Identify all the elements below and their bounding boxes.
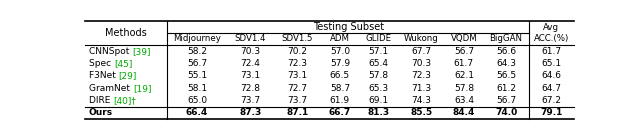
Text: 74.3: 74.3 bbox=[411, 96, 431, 105]
Text: BigGAN: BigGAN bbox=[490, 34, 522, 44]
Text: [19]: [19] bbox=[133, 84, 151, 93]
Text: 81.3: 81.3 bbox=[367, 108, 390, 117]
Text: 67.2: 67.2 bbox=[541, 96, 561, 105]
Text: 58.2: 58.2 bbox=[187, 47, 207, 56]
Text: 61.2: 61.2 bbox=[496, 84, 516, 93]
Text: GLIDE: GLIDE bbox=[365, 34, 392, 44]
Text: 87.1: 87.1 bbox=[286, 108, 308, 117]
Text: Avg
ACC.(%): Avg ACC.(%) bbox=[534, 23, 569, 43]
Text: 56.7: 56.7 bbox=[454, 47, 474, 56]
Text: 72.4: 72.4 bbox=[240, 59, 260, 68]
Text: 70.2: 70.2 bbox=[287, 47, 307, 56]
Text: ADM: ADM bbox=[330, 34, 350, 44]
Text: 73.7: 73.7 bbox=[287, 96, 307, 105]
Text: 73.1: 73.1 bbox=[240, 71, 260, 80]
Text: [45]: [45] bbox=[114, 59, 132, 68]
Text: 62.1: 62.1 bbox=[454, 71, 474, 80]
Text: 72.3: 72.3 bbox=[411, 71, 431, 80]
Text: F3Net: F3Net bbox=[89, 71, 118, 80]
Text: 65.4: 65.4 bbox=[369, 59, 388, 68]
Text: 61.7: 61.7 bbox=[541, 47, 561, 56]
Text: 66.7: 66.7 bbox=[329, 108, 351, 117]
Text: 72.7: 72.7 bbox=[287, 84, 307, 93]
Text: Testing Subset: Testing Subset bbox=[312, 22, 384, 32]
Text: SDV1.4: SDV1.4 bbox=[234, 34, 266, 44]
Text: 56.7: 56.7 bbox=[496, 96, 516, 105]
Text: 72.3: 72.3 bbox=[287, 59, 307, 68]
Text: 73.1: 73.1 bbox=[287, 71, 307, 80]
Text: 87.3: 87.3 bbox=[239, 108, 261, 117]
Text: 66.4: 66.4 bbox=[186, 108, 208, 117]
Text: Midjourney: Midjourney bbox=[173, 34, 221, 44]
Text: GramNet: GramNet bbox=[89, 84, 133, 93]
Text: 64.6: 64.6 bbox=[541, 71, 561, 80]
Text: 65.1: 65.1 bbox=[541, 59, 561, 68]
Text: 65.0: 65.0 bbox=[187, 96, 207, 105]
Text: DIRE: DIRE bbox=[89, 96, 113, 105]
Text: Spec: Spec bbox=[89, 59, 114, 68]
Text: 79.1: 79.1 bbox=[540, 108, 563, 117]
Text: 70.3: 70.3 bbox=[411, 59, 431, 68]
Text: 64.7: 64.7 bbox=[541, 84, 561, 93]
Text: 84.4: 84.4 bbox=[452, 108, 475, 117]
Text: CNNSpot: CNNSpot bbox=[89, 47, 132, 56]
Text: 71.3: 71.3 bbox=[411, 84, 431, 93]
Text: [40]†: [40]† bbox=[113, 96, 136, 105]
Text: Ours: Ours bbox=[89, 108, 113, 117]
Text: [39]: [39] bbox=[132, 47, 150, 56]
Text: 55.1: 55.1 bbox=[187, 71, 207, 80]
Text: 61.7: 61.7 bbox=[454, 59, 474, 68]
Text: Wukong: Wukong bbox=[404, 34, 438, 44]
Text: 56.6: 56.6 bbox=[496, 47, 516, 56]
Text: 56.5: 56.5 bbox=[496, 71, 516, 80]
Text: 61.9: 61.9 bbox=[330, 96, 350, 105]
Text: 63.4: 63.4 bbox=[454, 96, 474, 105]
Text: 57.8: 57.8 bbox=[454, 84, 474, 93]
Text: 70.3: 70.3 bbox=[240, 47, 260, 56]
Text: 58.7: 58.7 bbox=[330, 84, 350, 93]
Text: 57.8: 57.8 bbox=[369, 71, 388, 80]
Text: 69.1: 69.1 bbox=[369, 96, 388, 105]
Text: 65.3: 65.3 bbox=[369, 84, 388, 93]
Text: 66.5: 66.5 bbox=[330, 71, 350, 80]
Text: [29]: [29] bbox=[118, 71, 137, 80]
Text: 85.5: 85.5 bbox=[410, 108, 432, 117]
Text: 64.3: 64.3 bbox=[496, 59, 516, 68]
Text: 67.7: 67.7 bbox=[411, 47, 431, 56]
Text: 57.0: 57.0 bbox=[330, 47, 350, 56]
Text: 57.1: 57.1 bbox=[369, 47, 388, 56]
Text: Methods: Methods bbox=[106, 28, 147, 38]
Text: 73.7: 73.7 bbox=[240, 96, 260, 105]
Text: 57.9: 57.9 bbox=[330, 59, 350, 68]
Text: VQDM: VQDM bbox=[451, 34, 477, 44]
Text: 72.8: 72.8 bbox=[240, 84, 260, 93]
Text: SDV1.5: SDV1.5 bbox=[282, 34, 313, 44]
Text: 58.1: 58.1 bbox=[187, 84, 207, 93]
Text: 74.0: 74.0 bbox=[495, 108, 517, 117]
Text: 56.7: 56.7 bbox=[187, 59, 207, 68]
